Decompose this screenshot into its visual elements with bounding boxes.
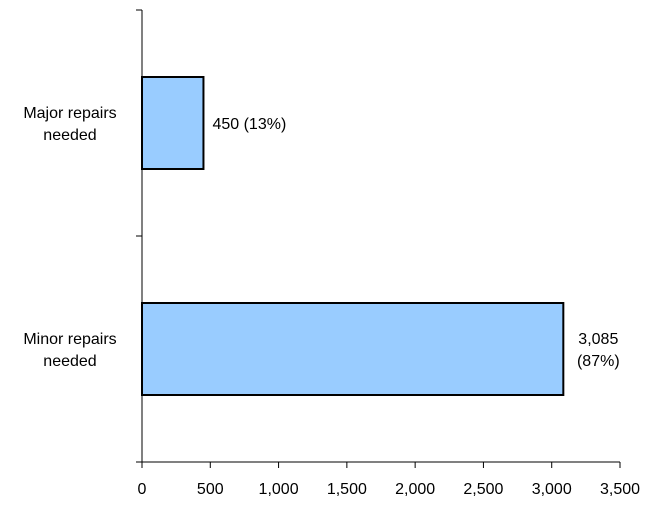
x-tick-label: 0 — [138, 481, 147, 498]
category-label-line: Minor repairs — [23, 331, 116, 348]
x-tick-label: 2,500 — [463, 481, 503, 498]
x-tick-label: 500 — [197, 481, 224, 498]
data-label-line: (87%) — [577, 353, 620, 370]
x-tick-label: 1,000 — [259, 481, 299, 498]
category-label: Major repairs needed — [23, 105, 116, 144]
data-label: 3,085 (87%) — [577, 331, 620, 370]
data-label-line: 450 (13%) — [212, 116, 286, 133]
x-tick-label: 2,000 — [395, 481, 435, 498]
x-tick-label: 3,500 — [600, 481, 640, 498]
bar — [141, 302, 565, 396]
data-label: 450 (13%) — [212, 116, 286, 133]
category-label: Minor repairs needed — [23, 331, 116, 370]
category-label-line: needed — [43, 353, 96, 370]
category-label-line: Major repairs — [23, 105, 116, 122]
x-tick-label: 1,500 — [327, 481, 367, 498]
x-tick-label: 3,000 — [532, 481, 572, 498]
bar — [141, 76, 205, 170]
data-label-line: 3,085 — [578, 331, 618, 348]
category-label-line: needed — [43, 127, 96, 144]
